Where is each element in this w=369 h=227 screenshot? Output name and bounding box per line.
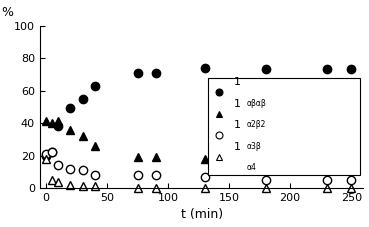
Text: 1: 1 (234, 99, 241, 109)
Text: 1: 1 (234, 77, 241, 87)
Polygon shape (208, 78, 360, 175)
Text: α2β2: α2β2 (247, 120, 266, 129)
Text: αβαβ: αβαβ (247, 99, 267, 108)
Text: 1: 1 (234, 120, 241, 130)
Text: %: % (1, 6, 13, 19)
Text: 1: 1 (234, 142, 241, 152)
Text: α3β: α3β (247, 142, 262, 151)
X-axis label: t (min): t (min) (180, 208, 223, 222)
Text: α4: α4 (247, 163, 257, 172)
